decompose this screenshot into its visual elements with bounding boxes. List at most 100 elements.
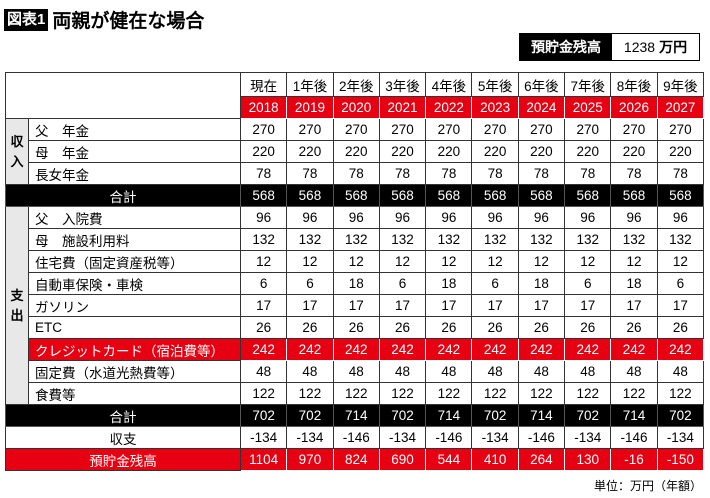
- value-cell: 132: [517, 228, 566, 251]
- value-cell: 568: [239, 184, 288, 207]
- value-cell: 6: [286, 272, 334, 295]
- value-cell: 96: [332, 206, 380, 229]
- value-cell: 26: [564, 316, 612, 339]
- value-cell: 18: [332, 272, 380, 295]
- value-cell: -134: [286, 426, 334, 449]
- value-cell: 17: [610, 294, 658, 317]
- value-cell: 220: [286, 140, 334, 163]
- value-cell: 132: [286, 228, 334, 251]
- value-cell: 96: [378, 206, 427, 229]
- value-cell: -134: [378, 426, 427, 449]
- balance-value: 1238: [623, 39, 656, 55]
- value-cell: 568: [610, 184, 658, 207]
- table-row: 収入父 年金 270 270 270 270 270 270 270 270 270 270: [5, 118, 705, 185]
- value-cell: 48: [286, 360, 334, 383]
- summary-label: 合計: [5, 404, 241, 427]
- value-cell: 690: [378, 448, 427, 471]
- value-cell: 48: [425, 360, 473, 383]
- value-cell: 12: [239, 250, 288, 273]
- value-cell: 17: [378, 294, 427, 317]
- value-cell: 702: [564, 404, 612, 427]
- value-cell: 17: [471, 294, 519, 317]
- value-cell: 270: [378, 118, 427, 141]
- header-row-periods: 現在 1年後 2年後 3年後 4年後 5年後 6年後 7年後 8年後 9年後: [5, 72, 705, 119]
- value-cell: 12: [286, 250, 334, 273]
- value-cell: 220: [378, 140, 427, 163]
- figure-title: 図表1 両親が健在な場合: [4, 6, 204, 33]
- value-cell: 48: [517, 360, 566, 383]
- value-cell: 242: [286, 338, 334, 361]
- value-cell: 12: [610, 250, 658, 273]
- value-cell: 568: [378, 184, 427, 207]
- value-cell: 96: [471, 206, 519, 229]
- value-cell: 130: [564, 448, 612, 471]
- value-cell: 26: [239, 316, 288, 339]
- period-header: 5年後: [471, 72, 519, 97]
- value-cell: 1104: [239, 448, 288, 471]
- value-cell: 78: [471, 162, 519, 185]
- value-cell: 702: [378, 404, 427, 427]
- expense-category: 支出: [5, 206, 29, 405]
- row-label: 母 施設利用料: [28, 228, 241, 251]
- table-row: 支出父 入院費 96 96 96 96 96 96 96 96 96 96: [5, 206, 705, 405]
- value-cell: 568: [286, 184, 334, 207]
- value-cell: 132: [564, 228, 612, 251]
- period-header: 2年後: [332, 72, 380, 97]
- value-cell: -134: [656, 426, 705, 449]
- value-cell: 48: [471, 360, 519, 383]
- value-cell: 568: [656, 184, 705, 207]
- year-header: 2020: [332, 96, 380, 119]
- period-header: 9年後: [656, 72, 705, 97]
- value-cell: -146: [332, 426, 380, 449]
- period-header: 1年後: [286, 72, 334, 97]
- value-cell: 132: [471, 228, 519, 251]
- value-cell: 17: [239, 294, 288, 317]
- value-cell: 12: [425, 250, 473, 273]
- value-cell: 48: [610, 360, 658, 383]
- value-cell: -16: [610, 448, 658, 471]
- table-row: 長女年金 78 78 78 78 78 78 78 78 78 78: [6, 162, 705, 185]
- value-cell: 242: [239, 338, 288, 361]
- value-cell: 48: [332, 360, 380, 383]
- cashflow-table: 現在 1年後 2年後 3年後 4年後 5年後 6年後 7年後 8年後 9年後 2018 2019 202…: [5, 72, 705, 471]
- value-cell: 17: [425, 294, 473, 317]
- value-cell: 17: [517, 294, 566, 317]
- value-cell: 122: [610, 382, 658, 405]
- value-cell: 122: [286, 382, 334, 405]
- year-header: 2021: [378, 96, 427, 119]
- expense-total-row: 合計 702 702 714 702 714 702 714 702 714 702: [5, 404, 705, 427]
- year-header: 2027: [656, 96, 705, 119]
- row-label: 長女年金: [28, 162, 241, 185]
- figure-label: 図表1: [4, 8, 49, 31]
- value-cell: 96: [564, 206, 612, 229]
- value-cell: 18: [425, 272, 473, 295]
- row-label: 父 入院費: [28, 206, 241, 229]
- header-row-years: 2018 2019 2020 2021 2022 2023 2024 2025 2026 2027: [6, 96, 705, 119]
- summary-label: 合計: [5, 184, 241, 207]
- value-cell: -146: [425, 426, 473, 449]
- value-cell: 96: [239, 206, 288, 229]
- value-cell: 122: [517, 382, 566, 405]
- value-cell: 78: [425, 162, 473, 185]
- value-cell: 48: [656, 360, 705, 383]
- value-cell: 96: [610, 206, 658, 229]
- value-cell: 568: [425, 184, 473, 207]
- value-cell: 270: [471, 118, 519, 141]
- value-cell: 6: [378, 272, 427, 295]
- year-header: 2026: [610, 96, 658, 119]
- table-row: 自動車保険・車検 6 6 18 6 18 6 18 6 18 6: [6, 272, 705, 295]
- value-cell: 544: [425, 448, 473, 471]
- value-cell: 270: [332, 118, 380, 141]
- value-cell: 122: [425, 382, 473, 405]
- value-cell: 220: [471, 140, 519, 163]
- value-cell: 18: [517, 272, 566, 295]
- value-cell: 48: [564, 360, 612, 383]
- table-row: 食費等 122 122 122 122 122 122 122 122 122 122: [6, 382, 705, 405]
- period-header: 4年後: [425, 72, 473, 97]
- unit-note: 単位：万円（年額）: [593, 479, 702, 493]
- value-cell: 702: [471, 404, 519, 427]
- net-row: 収支 -134 -134 -146 -134 -146 -134 -146 -134 -146 -1…: [5, 426, 705, 449]
- value-cell: 122: [378, 382, 427, 405]
- value-cell: 48: [378, 360, 427, 383]
- year-header: 2019: [286, 96, 334, 119]
